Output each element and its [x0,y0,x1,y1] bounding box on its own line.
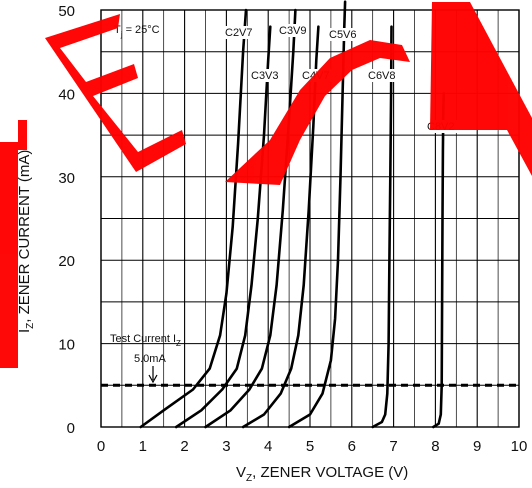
x-tick-label: 3 [222,438,230,455]
plot-frame [100,9,520,428]
x-tick-label: 9 [473,438,481,455]
tick-labels: 0 1 2 3 4 5 6 7 8 9 10 0 10 20 30 40 50 [58,3,527,455]
curve-c6v8 [371,25,393,429]
test-current-value: 5.0mA [134,353,166,365]
curve-label-bg [366,69,398,82]
curve-label-bg [277,24,309,37]
watermark-letter-r [0,120,27,368]
y-tick-label: 20 [58,253,75,270]
annotations: Tj = 25°C Test Current IZ 5.0mA [110,24,181,384]
curve-c2v7 [139,8,248,429]
watermark-letter-e [45,14,186,172]
y-tick-label: 30 [58,170,75,187]
x-tick-label: 2 [180,438,188,455]
x-tick-label: 10 [511,438,528,455]
y-tick-label: 0 [67,420,75,437]
curve-c3v3 [174,25,272,429]
watermark-letter-c [225,40,410,185]
series-layer: C2V7C3V3C3V9C4V7C5V6C6V8C8V2 [139,0,457,429]
y-tick-label: 40 [58,86,75,103]
y-tick-label: 10 [58,337,75,354]
curve-label-c2v7: C2V7 [225,27,253,39]
x-tick-label: 0 [97,438,105,455]
curve-label-c3v9: C3V9 [279,25,307,37]
watermark-graphic [0,2,532,368]
curve-label-c6v8: C6V8 [368,70,396,82]
watermark-letter-f [430,2,532,176]
curve-label-c5v6: C5V6 [329,29,357,41]
curve-label-bg [327,28,359,41]
curve-c3v9 [204,8,297,429]
x-tick-label: 5 [306,438,314,455]
condition-annotation: Tj = 25°C [114,24,160,39]
x-axis-title: VZ, ZENER VOLTAGE (V) [236,464,408,484]
x-tick-label: 6 [348,438,356,455]
x-tick-label: 7 [389,438,397,455]
x-tick-label: 8 [431,438,439,455]
curve-label-bg [249,69,281,82]
x-tick-label: 1 [139,438,147,455]
test-current-label: Test Current IZ [110,333,181,348]
curve-label-bg [223,26,255,39]
y-axis-title: IZ, ZENER CURRENT (mA) [16,150,36,333]
x-tick-label: 4 [264,438,272,455]
y-tick-label: 50 [58,3,75,20]
curve-label-c3v3: C3V3 [251,70,279,82]
test-current-arrow [148,366,158,384]
